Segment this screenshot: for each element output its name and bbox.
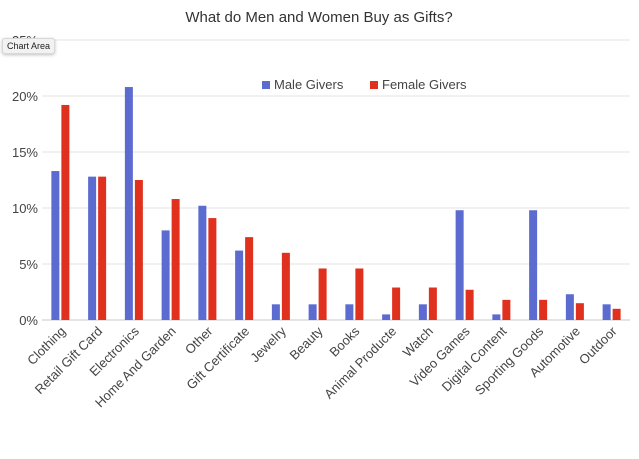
y-tick-label: 10%: [12, 201, 38, 216]
female-bar-animal-producte: [392, 287, 401, 320]
female-bar-digital-content: [502, 299, 511, 320]
female-bar-retail-gift-card: [98, 176, 107, 320]
y-tick-label: 15%: [12, 145, 38, 160]
x-tick-label: Beauty: [287, 323, 327, 363]
male-bar-electronics: [124, 87, 133, 320]
male-bar-home-and-garden: [161, 230, 170, 320]
female-bar-sporting-goods: [539, 299, 548, 320]
male-bar-beauty: [308, 304, 317, 320]
male-bar-books: [345, 304, 354, 320]
female-bar-books: [355, 268, 364, 320]
male-bar-clothing: [51, 171, 60, 320]
male-bar-automotive: [565, 294, 574, 320]
female-bar-home-and-garden: [171, 199, 180, 320]
y-tick-label: 20%: [12, 89, 38, 104]
legend-label-female: Female Givers: [382, 77, 467, 92]
female-bar-gift-certificate: [245, 237, 254, 320]
female-bar-clothing: [61, 104, 70, 321]
female-bar-other: [208, 218, 217, 320]
female-bar-automotive: [575, 303, 584, 320]
male-bar-outdoor: [602, 304, 611, 320]
x-tick-label: Outdoor: [576, 323, 620, 367]
chart-title: What do Men and Women Buy as Gifts?: [185, 9, 452, 26]
male-bar-sporting-goods: [529, 210, 538, 320]
female-bar-watch: [428, 287, 437, 320]
male-bar-digital-content: [492, 314, 501, 320]
female-bar-electronics: [134, 180, 143, 320]
female-bar-beauty: [318, 268, 327, 320]
y-tick-label: 5%: [19, 257, 38, 272]
female-bar-jewelry: [281, 252, 290, 320]
male-bar-retail-gift-card: [88, 176, 97, 320]
x-tick-label: Other: [182, 323, 216, 357]
female-bar-video-games: [465, 289, 474, 320]
female-bar-outdoor: [612, 308, 621, 320]
y-tick-label: 0%: [19, 313, 38, 328]
male-bar-gift-certificate: [235, 250, 244, 320]
legend-swatch-female: [370, 81, 378, 89]
chart-area-tooltip: Chart Area: [2, 38, 56, 54]
legend-swatch-male: [262, 81, 270, 89]
x-tick-label: Jewelry: [247, 323, 289, 365]
male-bar-animal-producte: [382, 314, 391, 320]
male-bar-jewelry: [271, 304, 280, 320]
male-bar-other: [198, 205, 207, 320]
legend-label-male: Male Givers: [274, 77, 344, 92]
male-bar-watch: [418, 304, 427, 320]
male-bar-video-games: [455, 210, 464, 320]
